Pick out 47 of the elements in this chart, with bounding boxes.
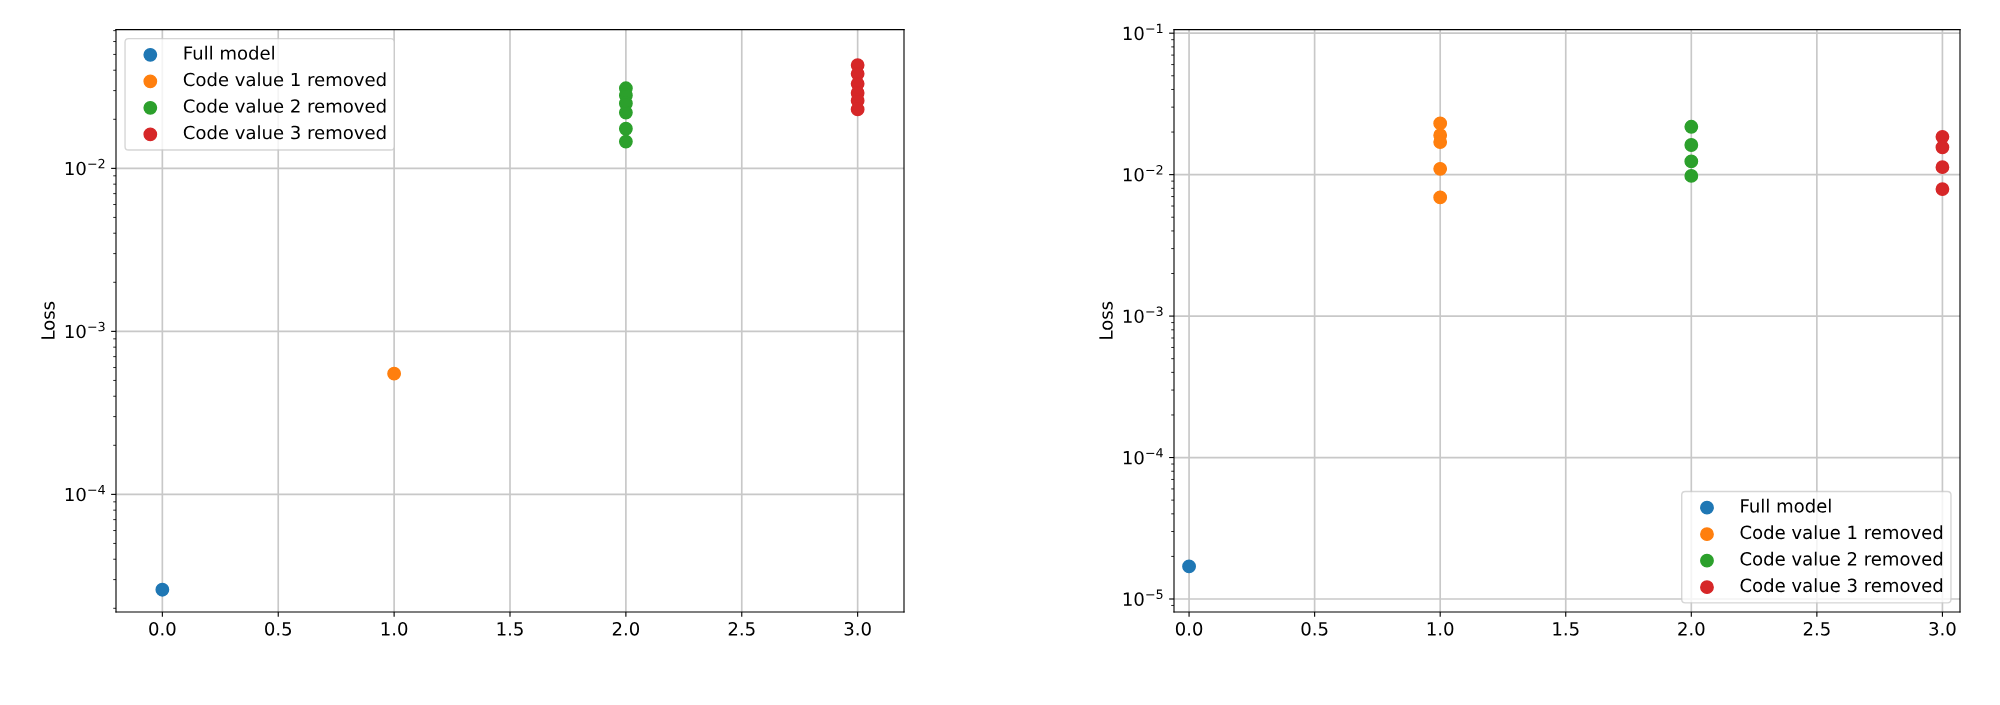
- x-tick-label: 0.5: [1301, 621, 1328, 636]
- x-tick-label: 0.0: [149, 621, 176, 636]
- legend-label: Full model: [184, 45, 274, 60]
- y-tick-label: 10$^{−2}$: [65, 158, 105, 176]
- point: [618, 121, 633, 136]
- point: [1684, 154, 1699, 169]
- y-tick-label: 10$^{−5}$: [1123, 589, 1163, 606]
- y-tick-label: 10$^{−3}$: [65, 321, 105, 339]
- point: [1684, 119, 1699, 134]
- legend-label: Code value 2 removed: [1740, 551, 1943, 566]
- point: [387, 366, 402, 381]
- point: [1433, 116, 1448, 131]
- y-tick-label: 10$^{−1}$: [1123, 23, 1163, 41]
- legend-label: Code value 1 removed: [1740, 525, 1943, 540]
- point: [155, 582, 170, 597]
- point: [1182, 559, 1196, 574]
- y-tick-label: 10$^{−4}$: [65, 484, 105, 502]
- y-axis-title: Loss: [41, 301, 55, 339]
- point: [1433, 161, 1448, 176]
- point: [618, 134, 633, 149]
- x-tick-label: 0.0: [1175, 621, 1203, 636]
- y-tick-label: 10$^{−2}$: [1123, 165, 1163, 182]
- x-tick-label: 3.0: [1929, 621, 1956, 636]
- point: [1684, 138, 1699, 152]
- x-tick-label: 1.0: [1427, 621, 1454, 636]
- point: [1935, 140, 1950, 155]
- legend-label: Code value 1 removed: [183, 72, 386, 87]
- x-tick-label: 2.5: [728, 621, 755, 636]
- y-tick-label: 10$^{−3}$: [1123, 306, 1163, 324]
- x-tick-label: 2.0: [1678, 621, 1705, 636]
- y-tick-label: 10$^{−4}$: [1123, 448, 1163, 465]
- point: [1935, 182, 1950, 197]
- x-tick-label: 2.0: [612, 621, 640, 636]
- x-tick-label: 0.5: [265, 621, 292, 636]
- y-axis-title: Loss: [1099, 301, 1113, 339]
- legend-label: Code value 3 removed: [183, 125, 386, 140]
- point: [1684, 168, 1699, 183]
- x-tick-label: 2.5: [1803, 621, 1830, 636]
- x-tick-label: 3.0: [844, 621, 871, 636]
- legend-label: Code value 2 removed: [183, 98, 386, 113]
- x-tick-label: 1.5: [1553, 622, 1579, 636]
- legend-label: Code value 3 removed: [1740, 578, 1943, 593]
- x-tick-label: 1.5: [497, 622, 523, 636]
- x-tick-label: 1.0: [381, 621, 408, 636]
- point: [1433, 190, 1448, 205]
- point: [1935, 160, 1950, 175]
- legend-label: Full model: [1741, 498, 1831, 513]
